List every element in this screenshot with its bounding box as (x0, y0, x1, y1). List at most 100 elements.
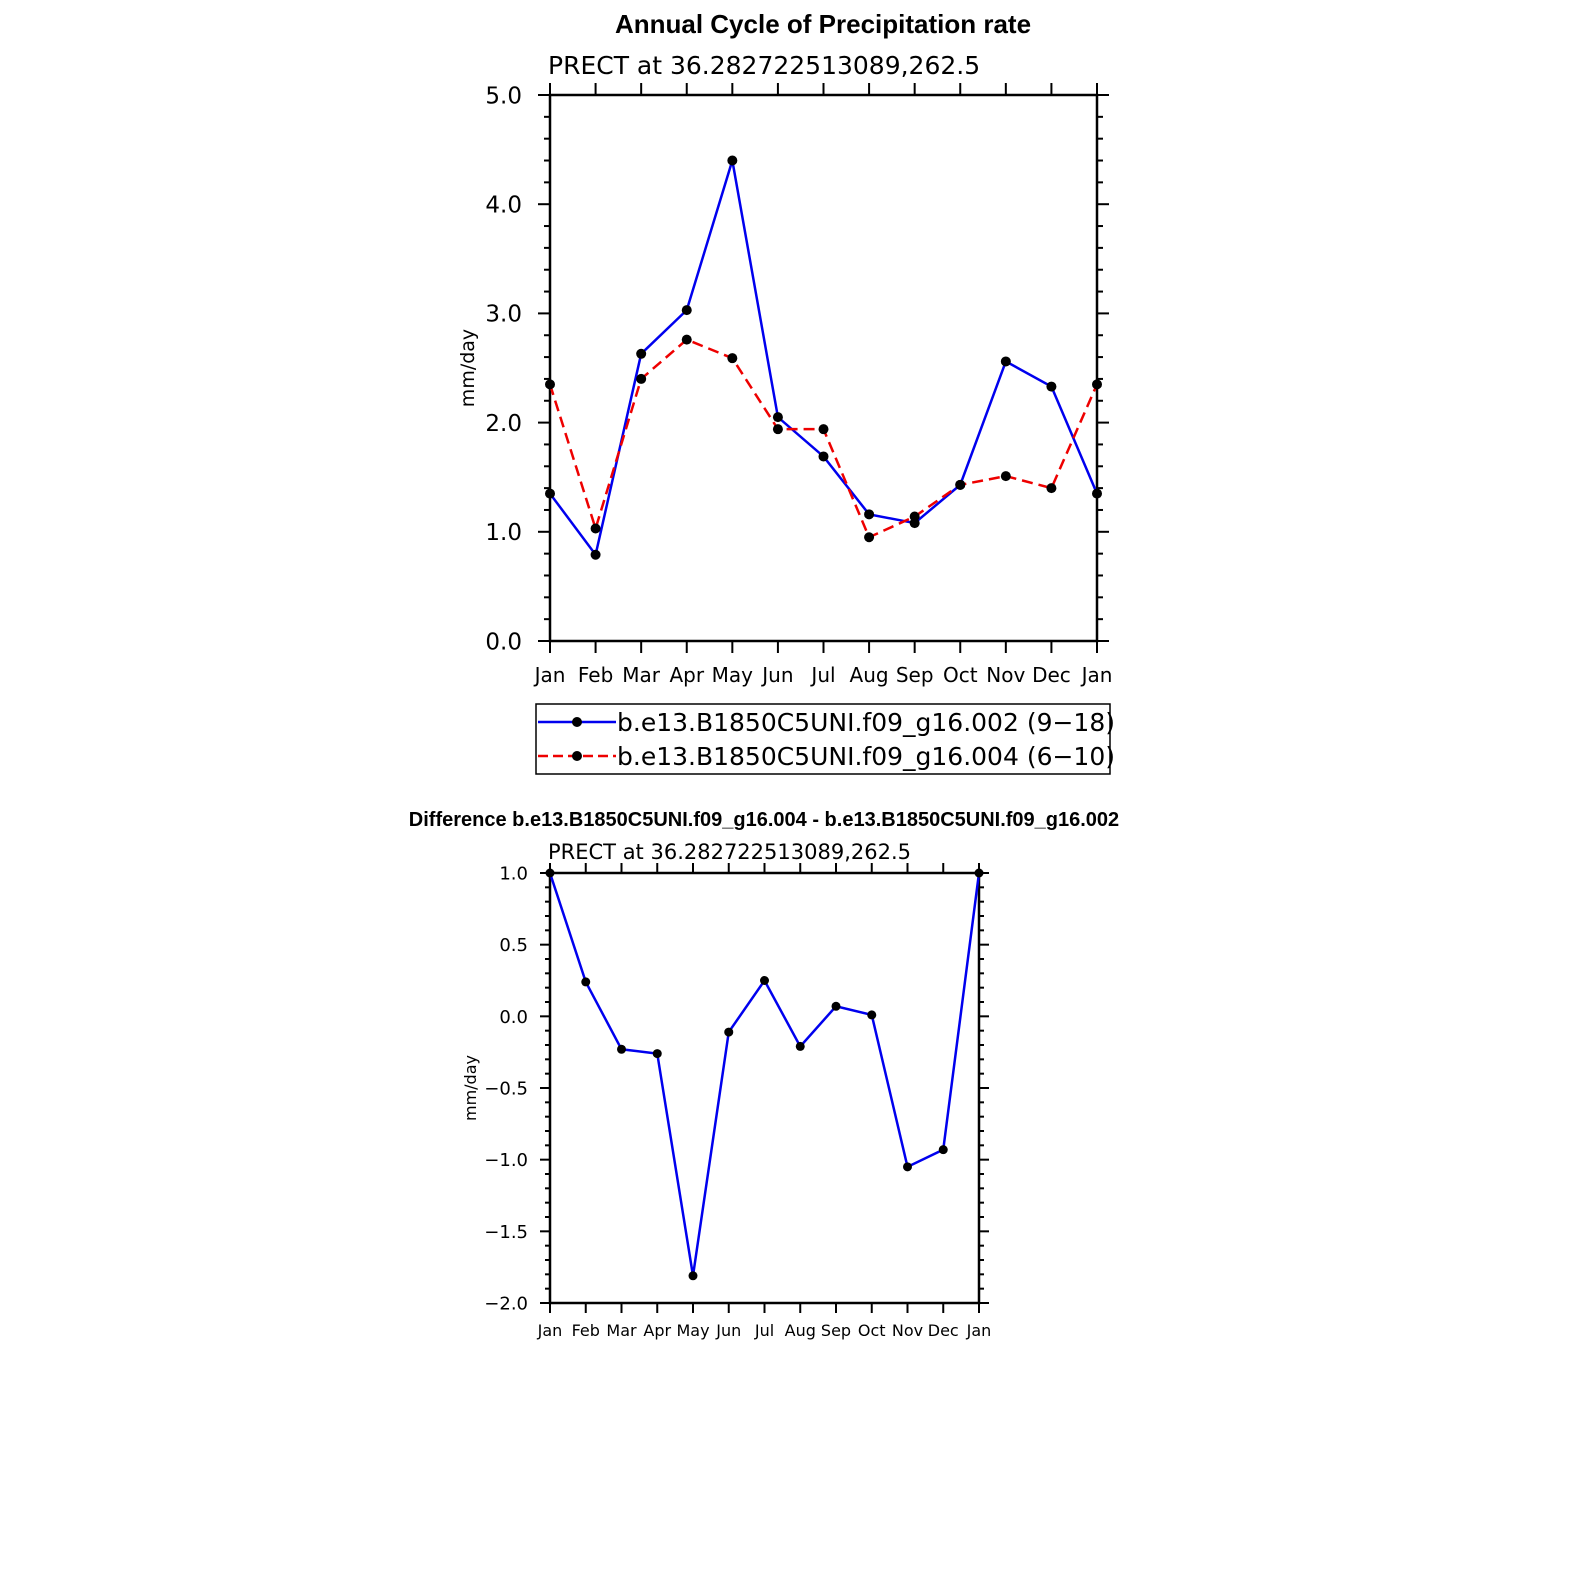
y-tick-label: −1.0 (484, 1150, 528, 1171)
data-point (795, 1041, 805, 1051)
plot-frame (548, 871, 981, 1305)
y-tick-label: 0.0 (485, 629, 522, 655)
y-tick-label: 1.0 (485, 520, 522, 546)
data-point (681, 305, 692, 316)
x-tick-label: Jun (715, 1321, 741, 1340)
y-tick-label: 0.0 (499, 1007, 528, 1028)
data-point (636, 373, 647, 384)
difference-chart: Difference b.e13.B1850C5UNI.f09_g16.004 … (409, 809, 1119, 1340)
data-point (772, 424, 783, 435)
plot-frame (548, 93, 1099, 643)
data-point (1000, 471, 1011, 482)
data-point (590, 549, 601, 560)
data-point (688, 1271, 698, 1281)
x-tick-label: Jan (966, 1321, 992, 1340)
series-line-1 (548, 160, 1099, 558)
x-tick-label: Aug (850, 663, 889, 687)
x-tick-label: Aug (785, 1321, 816, 1340)
x-tick-label: Dec (928, 1321, 959, 1340)
y-tick-label: 2.0 (485, 411, 522, 437)
y-tick-labels: 0.0 1.0 2.0 3.0 4.0 5.0 (485, 83, 522, 655)
data-point (1092, 488, 1102, 499)
series-group (545, 155, 1102, 560)
y-tick-label: −2.0 (484, 1293, 528, 1314)
chart-title: Annual Cycle of Precipitation rate (615, 9, 1031, 39)
y-tick-label: −0.5 (484, 1078, 528, 1099)
data-point (867, 1010, 877, 1020)
x-tick-label: Mar (622, 663, 661, 687)
x-tick-label: Mar (606, 1321, 637, 1340)
y-axis-label: mm/day (457, 329, 479, 407)
data-point (545, 379, 555, 390)
data-point (974, 868, 984, 878)
data-point (581, 977, 591, 987)
data-point (772, 412, 783, 423)
data-point (636, 348, 647, 359)
legend-marker-series-1 (572, 717, 582, 727)
data-point (831, 1001, 841, 1011)
data-point (617, 1044, 626, 1054)
x-tick-label: Jan (1080, 663, 1113, 687)
y-tick-label: 0.5 (499, 935, 528, 956)
x-tick-label: Nov (986, 663, 1025, 687)
data-point (938, 1145, 948, 1155)
data-point (590, 523, 601, 534)
y-axis-label: mm/day (461, 1055, 480, 1121)
x-tick-label: Apr (669, 663, 704, 687)
data-point (545, 488, 555, 499)
data-point (681, 334, 692, 345)
x-tick-label: Dec (1032, 663, 1071, 687)
x-tick-label: Jun (760, 663, 793, 687)
data-point (652, 1049, 662, 1059)
legend-label-series-1: b.e13.B1850C5UNI.f09_g16.002 (9−18) (617, 708, 1115, 737)
x-tick-labels: Jan Feb Mar Apr May Jun Jul Aug Sep Oct Nov Dec Jan (537, 1321, 992, 1340)
y-tick-labels: −2.0 −1.5 −1.0 −0.5 0.0 0.5 1.0 (484, 863, 528, 1314)
data-point (724, 1027, 734, 1037)
series-group (545, 868, 984, 1281)
data-point (727, 353, 738, 364)
data-point (1092, 379, 1102, 390)
x-tick-label: Oct (858, 1321, 886, 1340)
data-point (909, 511, 920, 522)
x-tick-label: Oct (943, 663, 978, 687)
x-tick-label: Nov (892, 1321, 923, 1340)
data-point (864, 509, 875, 520)
x-tick-label: May (676, 1321, 709, 1340)
data-point (818, 451, 829, 462)
x-tick-label: Sep (821, 1321, 851, 1340)
x-tick-label: Feb (578, 663, 613, 687)
legend: b.e13.B1850C5UNI.f09_g16.002 (9−18) b.e1… (535, 703, 1115, 775)
data-point (727, 155, 738, 166)
y-tick-label: 4.0 (485, 192, 522, 218)
chart-subtitle: PRECT at 36.282722513089,262.5 (548, 51, 980, 80)
series-line-1 (548, 872, 981, 1276)
legend-box (535, 703, 1111, 775)
chart-subtitle: PRECT at 36.282722513089,262.5 (548, 840, 911, 864)
x-tick-labels: Jan Feb Mar Apr May Jun Jul Aug Sep Oct Nov Dec Jan (533, 663, 1113, 687)
data-point (818, 424, 829, 435)
y-tick-label: −1.5 (484, 1222, 528, 1243)
x-tick-label: Feb (572, 1321, 600, 1340)
data-point (864, 532, 875, 543)
x-tick-label: Jul (754, 1321, 774, 1340)
annual-cycle-chart: Annual Cycle of Precipitation rate PRECT… (457, 9, 1115, 775)
legend-label-series-2: b.e13.B1850C5UNI.f09_g16.004 (6−10) (617, 742, 1115, 771)
chart-title: Difference b.e13.B1850C5UNI.f09_g16.004 … (409, 809, 1119, 831)
series-line-2 (548, 338, 1099, 539)
x-tick-label: Apr (643, 1321, 671, 1340)
axis-ticks (540, 863, 989, 1313)
data-point (903, 1162, 912, 1172)
data-point (955, 479, 966, 490)
data-point (760, 976, 769, 985)
x-tick-label: Jul (809, 663, 835, 687)
y-tick-label: 3.0 (485, 302, 522, 328)
x-tick-label: May (712, 663, 754, 687)
x-tick-label: Jan (533, 663, 566, 687)
y-tick-label: 1.0 (499, 863, 528, 884)
data-point (1046, 381, 1057, 392)
axis-ticks (538, 83, 1109, 653)
data-point (545, 868, 555, 878)
data-point (1000, 356, 1011, 367)
data-point (1046, 483, 1057, 494)
